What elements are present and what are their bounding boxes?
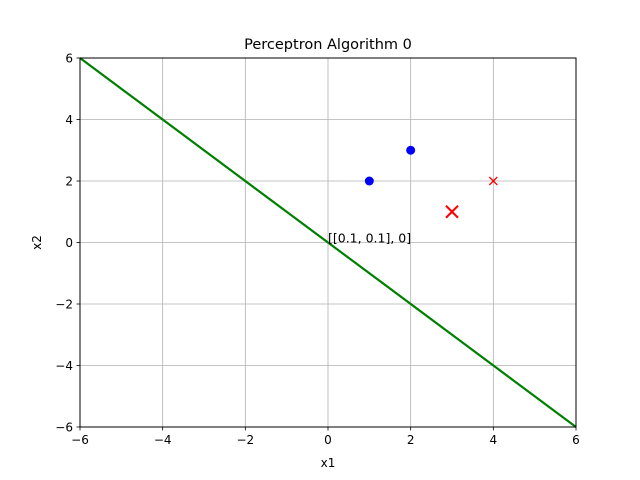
x-tick-label: 0 — [324, 433, 332, 447]
y-tick-label: 4 — [65, 113, 73, 127]
decision-boundary-line — [79, 57, 577, 428]
circle-point — [364, 176, 374, 186]
large-x-point — [445, 205, 459, 219]
y-tick-label: 2 — [65, 175, 73, 189]
plot-content: [[0.1, 0.1], 0] — [79, 57, 577, 428]
x-tick-label: 6 — [572, 433, 580, 447]
weights-annotation: [[0.1, 0.1], 0] — [328, 231, 411, 246]
x-tick-label: 2 — [407, 433, 415, 447]
x-tick-label: 4 — [490, 433, 498, 447]
chart-title: Perceptron Algorithm 0 — [244, 37, 412, 53]
ticks: −6 −4 −2 0 2 4 6 −6 −4 −2 0 2 4 6 — [55, 52, 580, 448]
x-tick-label: −2 — [236, 433, 254, 447]
x-tick-label: −4 — [154, 433, 172, 447]
x-axis-label: x1 — [321, 456, 336, 470]
y-tick-label: 0 — [65, 236, 73, 250]
circle-point — [406, 145, 416, 155]
y-axis-label: x2 — [30, 235, 44, 250]
x-point — [488, 176, 498, 186]
x-tick-label: −6 — [71, 433, 89, 447]
y-tick-label: −4 — [55, 359, 73, 373]
y-tick-label: 6 — [65, 52, 73, 66]
y-tick-label: −6 — [55, 421, 73, 435]
y-tick-label: −2 — [55, 298, 73, 312]
